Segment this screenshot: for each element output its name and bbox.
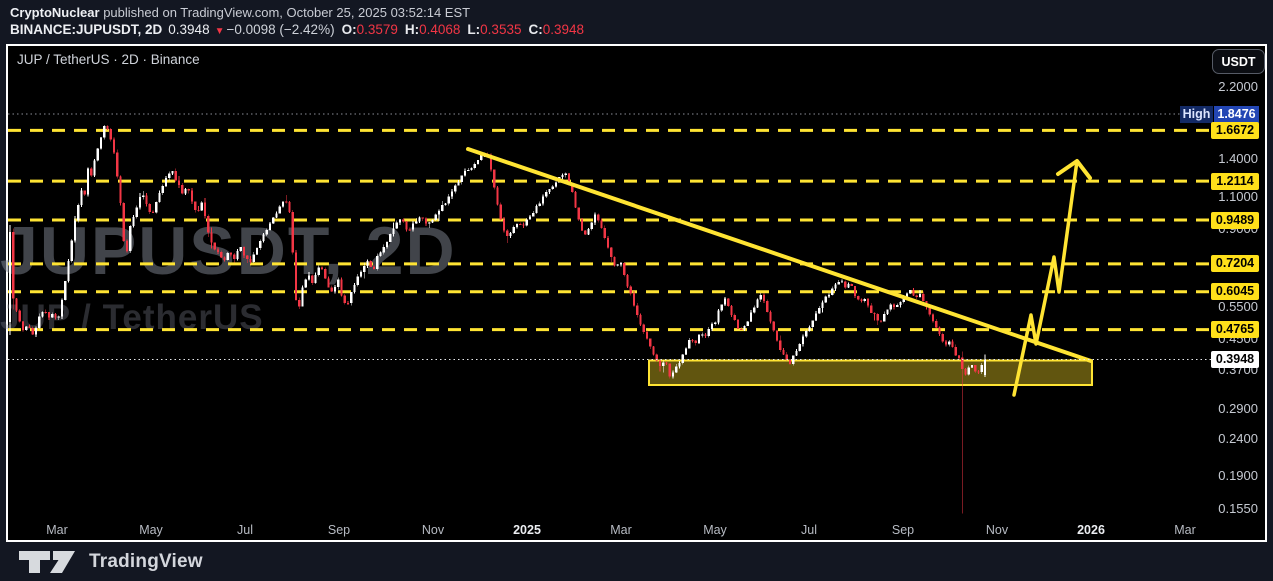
symbol-info-bar: BINANCE:JUPUSDT, 2D 0.3948 ▼ −0.0098 (−2.42… [10, 22, 584, 37]
price-scale-tick: 0.1900 [1218, 468, 1258, 484]
time-scale-tick: Jul [237, 523, 253, 537]
ohlc-label: C: [528, 22, 543, 37]
ohlc-label: L: [467, 22, 481, 37]
time-scale-tick: May [139, 523, 163, 537]
time-scale-tick: 2026 [1077, 523, 1105, 537]
horizontal-level-lines [8, 128, 1212, 332]
level-price-label: 0.4765 [1211, 321, 1259, 339]
tradingview-logo-icon[interactable] [18, 550, 76, 574]
price-scale-tick: 0.1550 [1218, 500, 1258, 516]
price-scale-tick: 0.2400 [1218, 431, 1258, 447]
time-scale-tick: Sep [891, 523, 915, 537]
price-scale-tick: 0.2900 [1218, 401, 1258, 417]
descending-trendline [466, 147, 1093, 363]
time-scale-tick: May [703, 523, 727, 537]
price-scale-tick: 1.4000 [1218, 150, 1258, 166]
level-price-label: 1.2114 [1211, 172, 1259, 190]
time-scale-tick: Mar [610, 523, 632, 537]
byline: CryptoNuclear published on TradingView.c… [10, 5, 470, 20]
ohlc-values: O:0.3579 H:0.4068 L:0.3535 C:0.3948 [335, 22, 584, 37]
time-scale-tick: Jul [801, 523, 817, 537]
price-scale-tick: 0.5500 [1218, 299, 1258, 315]
chart-legend[interactable]: JUP / TetherUS · 2D · Binance [17, 52, 200, 67]
ohlc-value: 0.4068 [419, 22, 461, 37]
ohlc-label: H: [404, 22, 420, 37]
last-price: 0.3948 [168, 22, 210, 37]
high-label-key: High [1180, 105, 1213, 123]
time-scale-tick: Mar [46, 523, 68, 537]
currency-usdt-button[interactable]: USDT [1212, 49, 1265, 74]
price-change: −0.0098 (−2.42%) [226, 22, 335, 37]
time-scale-tick: Nov [985, 523, 1009, 537]
down-triangle-icon: ▼ [214, 26, 225, 37]
high-label-value: 1.8476 [1214, 105, 1259, 123]
ohlc-value: 0.3535 [480, 22, 522, 37]
footer-bar: TradingView [0, 543, 1273, 581]
byline-text: published on TradingView.com, October 25… [99, 5, 471, 20]
ohlc-value: 0.3579 [356, 22, 398, 37]
price-scale-tick: 2.2000 [1218, 78, 1258, 94]
footer-brand[interactable]: TradingView [89, 551, 203, 572]
level-price-label: 1.6672 [1211, 121, 1259, 139]
candles [8, 124, 987, 514]
level-price-label: 0.6045 [1211, 283, 1259, 301]
level-price-label: 0.7204 [1211, 255, 1259, 273]
price-scale-tick: 1.1000 [1218, 188, 1258, 204]
symbol-name: BINANCE:JUPUSDT, 2D [10, 22, 163, 37]
time-scale-tick: 2025 [513, 523, 541, 537]
ohlc-label: O: [341, 22, 357, 37]
time-scale-tick: Mar [1174, 523, 1196, 537]
time-scale-tick: Nov [421, 523, 445, 537]
time-scale-tick: Sep [327, 523, 351, 537]
current-price-label: 0.3948 [1211, 351, 1259, 368]
price-plot[interactable] [8, 46, 1265, 541]
ohlc-value: 0.3948 [542, 22, 585, 37]
support-zone-box [648, 359, 1093, 386]
level-price-label: 0.9489 [1211, 211, 1259, 229]
author-name: CryptoNuclear [10, 5, 100, 20]
projection-zigzag-arrow [1012, 159, 1092, 397]
